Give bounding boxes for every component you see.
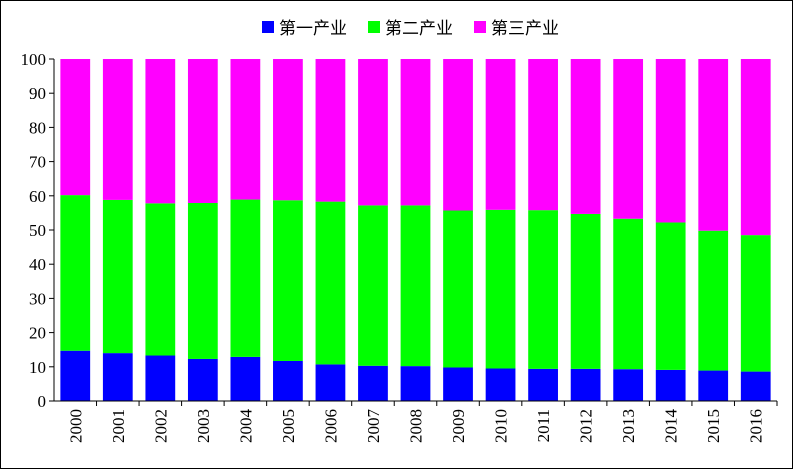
y-tick-label: 40: [29, 255, 46, 274]
bar-segment: [613, 218, 644, 370]
bar-segment: [230, 199, 261, 357]
x-tick-label: 2004: [236, 409, 255, 444]
bar-segment: [60, 59, 91, 196]
bar-segment: [570, 213, 601, 369]
x-tick-label: 2013: [619, 409, 638, 443]
bar-segment: [655, 222, 686, 370]
bar-segment: [230, 356, 261, 401]
legend-label: 第一产业: [279, 19, 347, 39]
bar-segment: [443, 59, 473, 211]
x-tick-label: 2008: [407, 409, 426, 443]
bar-segment: [187, 59, 218, 203]
bar-segment: [400, 366, 431, 401]
x-tick-label: 2005: [279, 409, 298, 443]
legend-label: 第三产业: [491, 19, 559, 39]
bar-segment: [273, 200, 303, 361]
y-tick-label: 20: [29, 324, 46, 343]
bar-segment: [443, 210, 473, 368]
bar-segment: [485, 209, 516, 369]
bar-segment: [60, 195, 91, 351]
legend-swatch: [474, 21, 486, 33]
bar-segment: [145, 355, 176, 401]
legend-swatch: [368, 21, 380, 33]
y-tick-label: 0: [38, 392, 47, 411]
bar-segment: [102, 199, 133, 354]
x-tick-label: 2015: [704, 409, 723, 443]
bar-segment: [570, 59, 601, 214]
bar-segment: [230, 59, 261, 200]
x-tick-label: 2007: [364, 409, 383, 444]
y-ticks: 0 10 20 30 40 50 60 70 80 90 100: [21, 50, 54, 411]
x-tick-label: 2011: [534, 409, 553, 442]
x-tick-label: 2014: [662, 409, 681, 444]
bar-segment: [145, 59, 176, 204]
bar-segment: [740, 371, 771, 401]
bar-segment: [740, 235, 771, 372]
bar-segment: [698, 230, 729, 371]
bar-segment: [400, 59, 431, 206]
bar-segment: [187, 202, 218, 359]
bar-segment: [528, 210, 558, 369]
bars-layer: [60, 59, 771, 401]
legend-label: 第二产业: [385, 19, 453, 39]
x-tick-label: 2002: [151, 409, 170, 443]
bar-segment: [655, 369, 686, 401]
y-tick-label: 100: [21, 50, 47, 69]
bar-segment: [60, 350, 91, 401]
bar-segment: [187, 358, 218, 401]
bar-segment: [655, 59, 686, 223]
x-tick-label: 2012: [577, 409, 596, 443]
y-tick-label: 30: [29, 289, 46, 308]
bar-segment: [485, 368, 516, 401]
bar-segment: [613, 59, 644, 219]
y-tick-label: 70: [29, 153, 46, 172]
bar-segment: [400, 205, 431, 367]
x-ticks: 2000 2001 2002 2003 2004 2005 2006 2007 2008 2009…: [66, 401, 778, 444]
bar-segment: [528, 59, 558, 211]
x-tick-label: 2000: [66, 409, 85, 443]
bar-segment: [358, 205, 388, 366]
bar-segment: [315, 364, 346, 401]
y-tick-label: 80: [29, 118, 46, 137]
y-tick-label: 60: [29, 187, 46, 206]
bar-segment: [145, 203, 176, 356]
bar-segment: [273, 360, 303, 401]
x-tick-label: 2001: [109, 409, 128, 443]
x-tick-label: 2010: [492, 409, 511, 443]
y-tick-label: 50: [29, 221, 46, 240]
bar-segment: [485, 59, 516, 210]
bar-segment: [570, 368, 601, 401]
bar-segment: [698, 59, 729, 231]
y-tick-label: 10: [29, 358, 46, 377]
bar-segment: [315, 59, 346, 202]
x-tick-label: 2006: [321, 409, 340, 443]
bar-segment: [102, 353, 133, 401]
bar-segment: [273, 59, 303, 201]
bar-segment: [443, 367, 473, 401]
x-tick-label: 2003: [194, 409, 213, 443]
bar-segment: [358, 365, 388, 401]
bar-segment: [102, 59, 133, 200]
y-tick-label: 90: [29, 84, 46, 103]
bar-segment: [315, 201, 346, 365]
bar-segment: [698, 370, 729, 401]
legend-swatch: [262, 21, 274, 33]
bar-segment: [358, 59, 388, 206]
bar-segment: [613, 369, 644, 401]
x-tick-label: 2016: [747, 409, 766, 443]
bar-segment: [740, 59, 771, 236]
bar-segment: [528, 368, 558, 401]
legend: 第一产业 第二产业 第三产业: [262, 19, 559, 39]
x-tick-label: 2009: [449, 409, 468, 443]
